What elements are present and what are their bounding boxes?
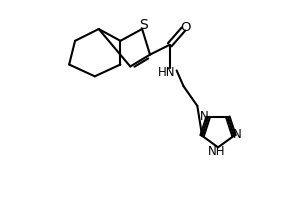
Text: N: N [233,128,242,141]
Text: S: S [139,18,148,32]
Text: O: O [181,21,191,34]
Text: N: N [200,110,208,123]
Text: NH: NH [208,145,226,158]
Text: HN: HN [158,66,175,79]
